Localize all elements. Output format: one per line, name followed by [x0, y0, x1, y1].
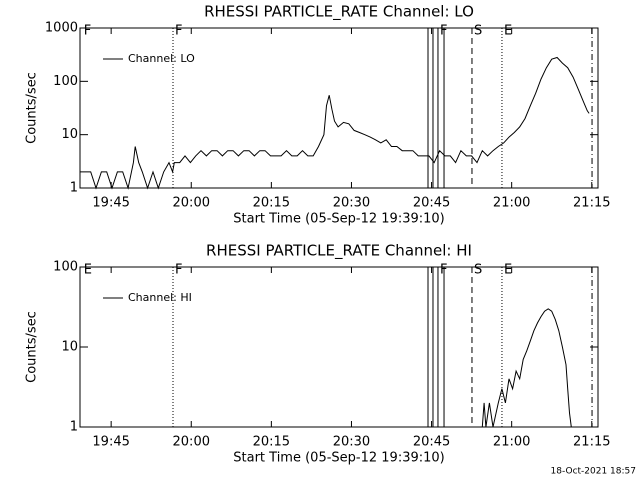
marker-label: F — [175, 24, 182, 39]
legend-label: Channel: LO — [128, 52, 195, 65]
marker-label: F — [84, 24, 91, 39]
marker-label: F — [175, 263, 182, 278]
x-axis-label: Start Time (05-Sep-12 19:39:10) — [233, 212, 444, 227]
y-axis-label: Counts/sec — [25, 72, 40, 144]
marker-label: F — [440, 263, 447, 278]
chart-title: RHESSI PARTICLE_RATE Channel: HI — [206, 242, 472, 261]
y-tick-label: 10 — [61, 340, 78, 355]
data-line — [481, 308, 572, 428]
plot-frame — [79, 27, 599, 189]
x-tick-label: 20:30 — [333, 435, 370, 450]
y-tick-label: 1 — [70, 420, 78, 435]
footer: 18-Oct-2021 18:57 — [551, 467, 636, 477]
x-tick-label: 20:15 — [253, 435, 290, 450]
x-tick-label: 20:30 — [333, 196, 370, 211]
x-axis-label: Start Time (05-Sep-12 19:39:10) — [233, 451, 444, 466]
marker-label: F — [440, 24, 447, 39]
marker-label: E — [504, 263, 512, 278]
x-tick-label: 19:45 — [92, 435, 129, 450]
marker-label: E — [84, 263, 92, 278]
x-tick-label: 21:15 — [573, 196, 610, 211]
x-tick-label: 21:00 — [493, 196, 530, 211]
chart-title: RHESSI PARTICLE_RATE Channel: LO — [204, 3, 474, 22]
marker-label: E — [504, 24, 512, 39]
x-tick-label: 20:00 — [173, 435, 210, 450]
x-tick-label: 20:45 — [413, 435, 450, 450]
y-tick-label: 100 — [53, 260, 78, 275]
y-tick-label: 10 — [61, 127, 78, 142]
x-tick-label: 19:45 — [92, 196, 129, 211]
x-tick-label: 20:15 — [253, 196, 290, 211]
y-tick-label: 100 — [53, 74, 78, 89]
y-tick-label: 1000 — [45, 21, 78, 36]
data-line — [80, 56, 590, 190]
legend-label: Channel: HI — [128, 291, 192, 304]
x-tick-label: 21:00 — [493, 435, 530, 450]
y-tick-label: 1 — [70, 181, 78, 196]
marker-label: S — [474, 263, 482, 278]
marker-label: S — [474, 24, 482, 39]
x-tick-label: 20:45 — [413, 196, 450, 211]
x-tick-label: 20:00 — [173, 196, 210, 211]
x-tick-label: 21:15 — [573, 435, 610, 450]
y-axis-label: Counts/sec — [25, 311, 40, 383]
